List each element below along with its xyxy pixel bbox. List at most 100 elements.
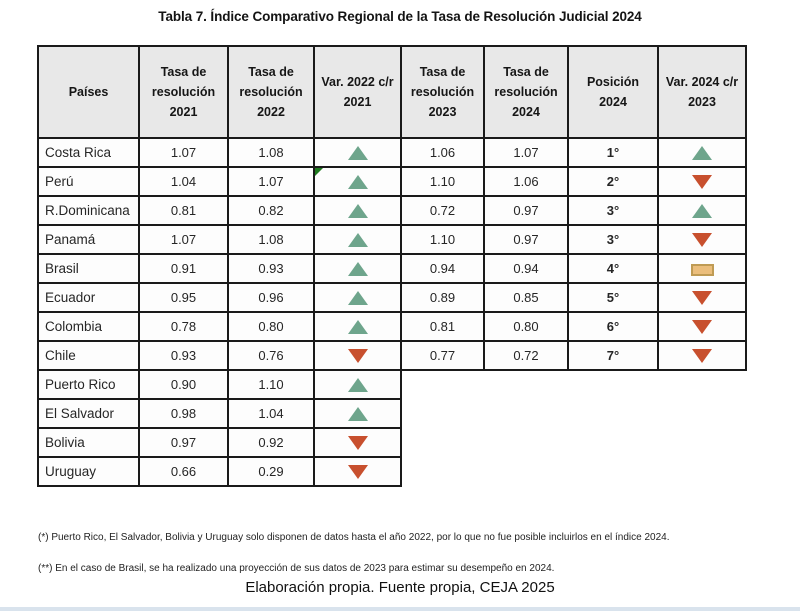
- header-paises: Países: [37, 45, 140, 139]
- table-row: Colombia 0.78 0.80 0.81 0.80 6°: [37, 311, 747, 342]
- table-row: Panamá 1.07 1.08 1.10 0.97 3°: [37, 224, 747, 255]
- table-row: Ecuador 0.95 0.96 0.89 0.85 5°: [37, 282, 747, 313]
- up-triangle-icon: [347, 320, 368, 335]
- header-var-2024: Var. 2024 c/r 2023: [657, 45, 747, 139]
- country-cell: Bolivia: [37, 427, 140, 458]
- tasa-2024-cell: 1.07: [483, 137, 569, 168]
- var-2022-cell: [313, 340, 402, 371]
- country-cell: R.Dominicana: [37, 195, 140, 226]
- country-cell: El Salvador: [37, 398, 140, 429]
- var-2022-cell: [313, 195, 402, 226]
- tasa-2021-cell: 0.90: [138, 369, 229, 400]
- var-2022-cell: [313, 166, 402, 197]
- up-triangle-icon: [347, 291, 368, 306]
- tasa-2022-cell: 0.93: [227, 253, 315, 284]
- tasa-2022-cell: 0.80: [227, 311, 315, 342]
- tasa-2021-cell: 1.07: [138, 137, 229, 168]
- tasa-2024-cell: 0.97: [483, 224, 569, 255]
- cell-comment-flag-icon: [315, 168, 323, 176]
- var-2024-cell: [657, 340, 747, 371]
- tasa-2023-cell: 1.06: [400, 137, 485, 168]
- var-2024-cell: [657, 282, 747, 313]
- header-tasa-2021: Tasa de resolución 2021: [138, 45, 229, 139]
- tasa-2023-cell: 0.72: [400, 195, 485, 226]
- tasa-2021-cell: 1.07: [138, 224, 229, 255]
- country-cell: Ecuador: [37, 282, 140, 313]
- bottom-edge-strip: [0, 607, 800, 611]
- country-cell: Brasil: [37, 253, 140, 284]
- tasa-2022-cell: 0.29: [227, 456, 315, 487]
- var-2024-cell: [657, 224, 747, 255]
- var-2024-cell: [657, 311, 747, 342]
- tasa-2024-cell: 0.94: [483, 253, 569, 284]
- up-triangle-icon: [347, 175, 368, 190]
- posicion-cell: 5°: [567, 282, 659, 313]
- tasa-2022-cell: 0.76: [227, 340, 315, 371]
- header-tasa-2023: Tasa de resolución 2023: [400, 45, 485, 139]
- equal-bar-icon: [690, 263, 714, 276]
- tasa-2024-cell: 1.06: [483, 166, 569, 197]
- tasa-2023-cell: 1.10: [400, 166, 485, 197]
- table-row: Uruguay 0.66 0.29: [37, 456, 746, 487]
- tasa-2022-cell: 1.08: [227, 224, 315, 255]
- tasa-2023-cell: 1.10: [400, 224, 485, 255]
- tasa-2022-cell: 0.92: [227, 427, 315, 458]
- country-cell: Puerto Rico: [37, 369, 140, 400]
- posicion-cell: 3°: [567, 224, 659, 255]
- up-triangle-icon: [692, 204, 712, 219]
- tasa-2024-cell: 0.72: [483, 340, 569, 371]
- down-triangle-icon: [692, 175, 712, 190]
- country-cell: Panamá: [37, 224, 140, 255]
- var-2024-cell: [657, 166, 747, 197]
- posicion-cell: 6°: [567, 311, 659, 342]
- up-triangle-icon: [347, 146, 368, 161]
- table-row: Perú 1.04 1.07 1.10 1.06 2°: [37, 166, 747, 197]
- tasa-2021-cell: 0.78: [138, 311, 229, 342]
- tasa-2023-cell: 0.77: [400, 340, 485, 371]
- tasa-2022-cell: 0.96: [227, 282, 315, 313]
- source-line: Elaboración propia. Fuente propia, CEJA …: [245, 579, 555, 596]
- down-triangle-icon: [347, 436, 368, 451]
- empty-region: [401, 370, 746, 399]
- var-2022-cell: [313, 137, 402, 168]
- up-triangle-icon: [692, 146, 712, 161]
- comparative-table: Países Tasa de resolución 2021 Tasa de r…: [37, 45, 747, 487]
- var-2024-cell: [657, 137, 747, 168]
- page-title: Tabla 7. Índice Comparativo Regional de …: [158, 9, 642, 24]
- tasa-2021-cell: 0.81: [138, 195, 229, 226]
- up-triangle-icon: [347, 378, 368, 393]
- posicion-cell: 1°: [567, 137, 659, 168]
- header-posicion-2024: Posición 2024: [567, 45, 659, 139]
- country-cell: Colombia: [37, 311, 140, 342]
- tasa-2022-cell: 1.04: [227, 398, 315, 429]
- country-cell: Costa Rica: [37, 137, 140, 168]
- tasa-2021-cell: 0.98: [138, 398, 229, 429]
- table-row: R.Dominicana 0.81 0.82 0.72 0.97 3°: [37, 195, 747, 226]
- down-triangle-icon: [692, 291, 712, 306]
- tasa-2021-cell: 1.04: [138, 166, 229, 197]
- var-2022-cell: [313, 456, 402, 487]
- table-row: Chile 0.93 0.76 0.77 0.72 7°: [37, 340, 747, 371]
- var-2022-cell: [313, 369, 402, 400]
- up-triangle-icon: [347, 204, 368, 219]
- tasa-2024-cell: 0.85: [483, 282, 569, 313]
- table-row: Costa Rica 1.07 1.08 1.06 1.07 1°: [37, 137, 747, 168]
- table-row: El Salvador 0.98 1.04: [37, 398, 746, 429]
- data-table: Países Tasa de resolución 2021 Tasa de r…: [37, 45, 747, 487]
- tasa-2022-cell: 1.07: [227, 166, 315, 197]
- country-cell: Perú: [37, 166, 140, 197]
- tasa-2022-cell: 0.82: [227, 195, 315, 226]
- header-tasa-2024: Tasa de resolución 2024: [483, 45, 569, 139]
- empty-region: [401, 428, 746, 457]
- posicion-cell: 7°: [567, 340, 659, 371]
- down-triangle-icon: [692, 320, 712, 335]
- posicion-cell: 3°: [567, 195, 659, 226]
- var-2022-cell: [313, 282, 402, 313]
- table-row: Bolivia 0.97 0.92: [37, 427, 746, 458]
- table-row: Brasil 0.91 0.93 0.94 0.94 4°: [37, 253, 747, 284]
- header-row: Países Tasa de resolución 2021 Tasa de r…: [37, 45, 747, 139]
- tasa-2022-cell: 1.08: [227, 137, 315, 168]
- down-triangle-icon: [692, 349, 712, 364]
- posicion-cell: 2°: [567, 166, 659, 197]
- tasa-2022-cell: 1.10: [227, 369, 315, 400]
